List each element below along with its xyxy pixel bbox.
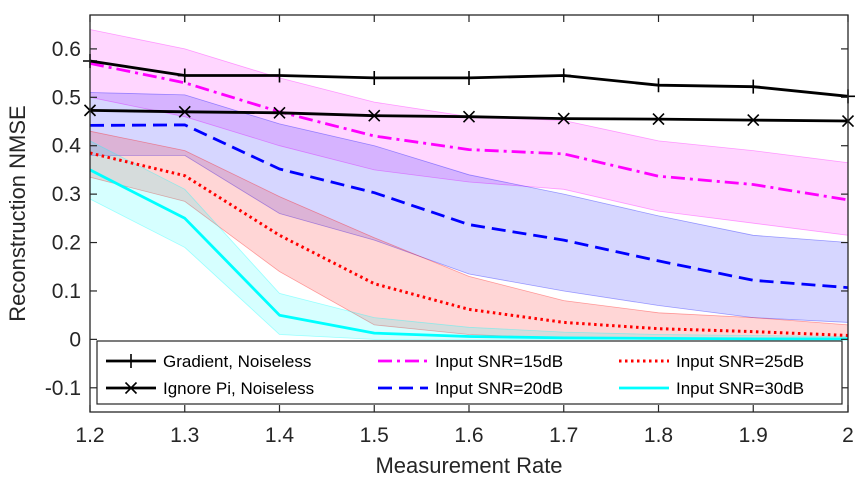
y-tick-label: 0 xyxy=(69,328,81,351)
x-tick-label: 1.2 xyxy=(75,424,104,447)
y-tick-label: 0.1 xyxy=(52,280,81,303)
legend-label-3: Input SNR=20dB xyxy=(435,379,563,398)
legend-label-5: Input SNR=30dB xyxy=(676,379,804,398)
marker-series-0-point-7 xyxy=(746,79,761,94)
x-axis-label: Measurement Rate xyxy=(375,453,562,478)
axis-ticks xyxy=(89,15,849,412)
x-tick-label: 1.3 xyxy=(170,424,199,447)
x-tick-label: 1.4 xyxy=(265,424,295,447)
y-tick-label: -0.1 xyxy=(45,377,81,400)
line-series-2 xyxy=(89,62,849,202)
legend-label-2: Input SNR=15dB xyxy=(435,352,563,371)
marker-series-1-point-3 xyxy=(368,109,381,122)
y-tick-label: 0.2 xyxy=(52,232,81,255)
legend-label-0: Gradient, Noiseless xyxy=(163,352,311,371)
line-series-3 xyxy=(89,123,849,289)
x-tick-label: 1.9 xyxy=(739,424,768,447)
marker-series-1-point-7 xyxy=(747,113,760,127)
y-tick-label: 0.4 xyxy=(52,135,82,158)
marker-series-0-point-6 xyxy=(651,78,666,93)
y-tick-label: 0.5 xyxy=(52,86,81,109)
x-tick-label: 1.8 xyxy=(644,424,673,447)
legend-marker-x xyxy=(124,381,138,395)
legend: Gradient, Noiseless Ignore Pi, Noiseless I… xyxy=(96,340,843,405)
line-series-5 xyxy=(89,168,848,341)
line-series-4 xyxy=(89,151,849,337)
marker-series-0-point-2 xyxy=(272,68,287,83)
marker-series-1-point-2 xyxy=(273,106,286,119)
marker-series-0-point-4 xyxy=(462,70,476,85)
legend-label-4: Input SNR=25dB xyxy=(676,352,804,371)
marker-series-1-point-4 xyxy=(462,110,476,123)
legend-box xyxy=(96,340,843,405)
x-tick-label: 2 xyxy=(842,424,854,447)
axis-tick-labels: 1.2 1.3 1.4 1.5 1.6 1.7 1.8 1.9 2 -0.1 0 0.1 0.2 0.3 0… xyxy=(45,38,854,447)
x-tick-label: 1.5 xyxy=(360,424,389,447)
y-axis-label: Reconstruction NMSE xyxy=(5,105,30,321)
y-tick-label: 0.6 xyxy=(52,38,81,61)
y-tick-label: 0.3 xyxy=(52,183,81,206)
marker-series-0-point-1 xyxy=(177,68,192,83)
marker-series-0-point-5 xyxy=(556,68,571,83)
x-tick-label: 1.7 xyxy=(549,424,578,447)
marker-series-1-point-6 xyxy=(652,113,665,126)
marker-series-1-point-5 xyxy=(557,112,570,125)
marker-series-1-point-1 xyxy=(178,105,191,118)
marker-series-0-point-3 xyxy=(367,70,382,85)
legend-label-1: Ignore Pi, Noiseless xyxy=(163,379,314,398)
x-tick-label: 1.6 xyxy=(454,424,483,447)
legend-marker-plus xyxy=(124,354,138,368)
